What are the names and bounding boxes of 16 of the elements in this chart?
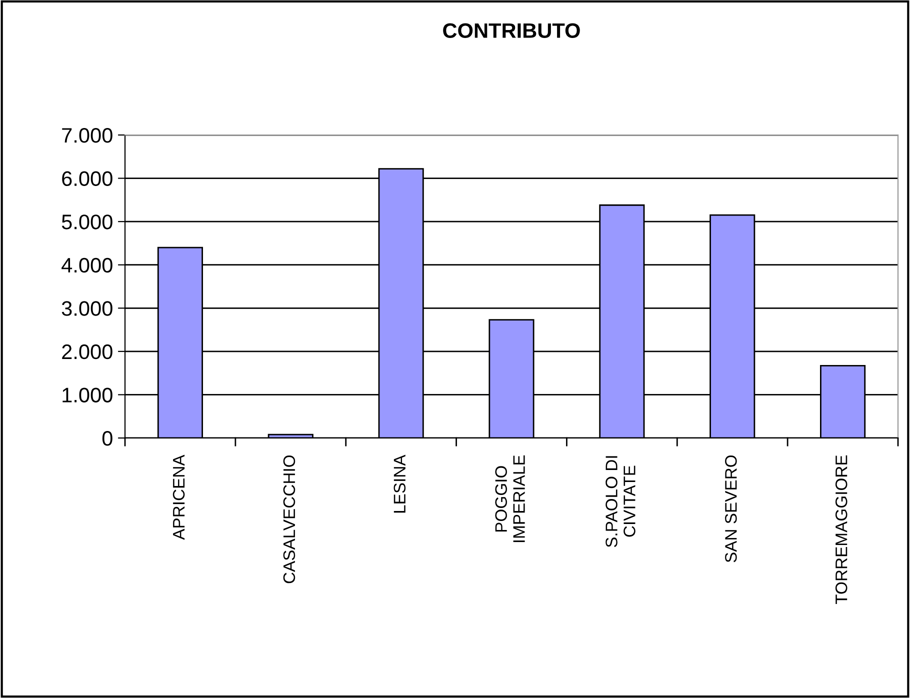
y-tick-label: 5.000 bbox=[62, 214, 112, 230]
x-tick-label: APRICENA bbox=[172, 454, 185, 540]
y-tick-label: 1.000 bbox=[62, 388, 112, 402]
y-tick-label: 6.000 bbox=[62, 171, 112, 186]
x-tick-label: CASALVECCHIO bbox=[283, 455, 296, 584]
x-tick-label: POGGIO IMPERIALE bbox=[495, 455, 525, 542]
y-tick-label: 4.000 bbox=[62, 258, 112, 273]
x-tick-label: SAN SEVERO bbox=[725, 455, 737, 562]
x-tick-label: TORREMAGGIORE bbox=[835, 455, 848, 604]
y-tick-label: 0 bbox=[102, 431, 112, 446]
x-tick-label: S.PAOLO DI CIVITATE bbox=[606, 456, 636, 548]
x-tick-label: LESINA bbox=[394, 454, 406, 513]
y-tick-label: 7.000 bbox=[62, 128, 112, 143]
y-tick-label: 3.000 bbox=[62, 301, 112, 316]
chart-title: CONTRIBUTO bbox=[443, 23, 580, 38]
y-tick-label: 2.000 bbox=[62, 344, 112, 360]
